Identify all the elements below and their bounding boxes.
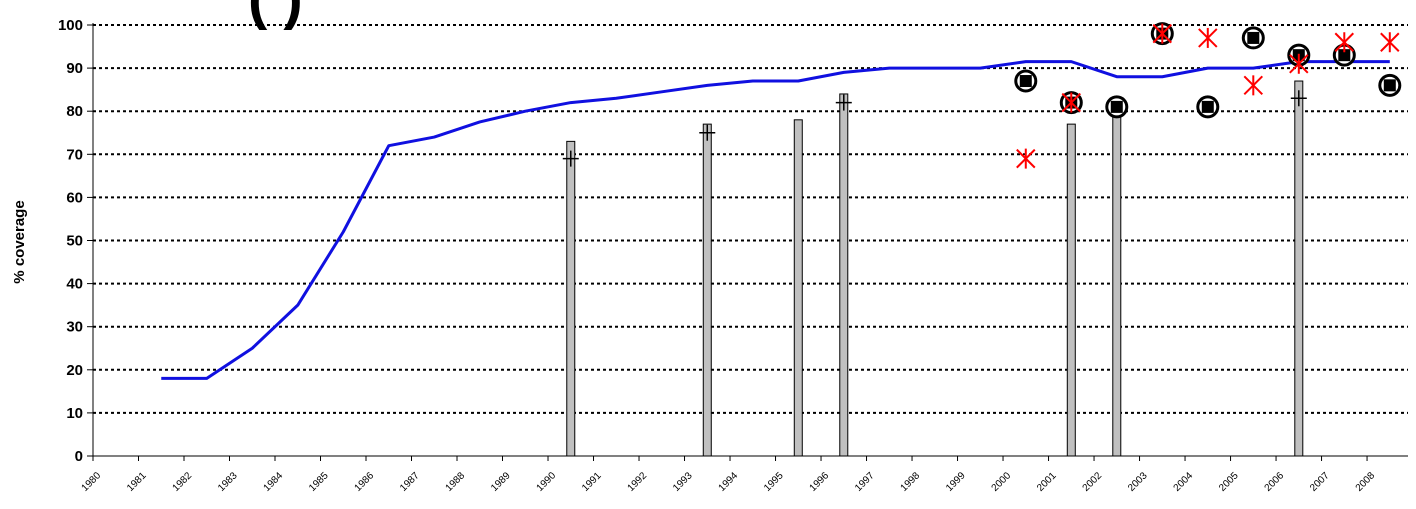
- x-tick-label: 1981: [125, 470, 149, 494]
- bar: [793, 119, 803, 457]
- plus-marker: [835, 94, 852, 111]
- x-tick-label: 2000: [990, 470, 1014, 494]
- circle-marker: [1241, 26, 1265, 50]
- cross-marker: [1061, 92, 1081, 113]
- x-tick-label: 1990: [535, 470, 559, 494]
- x-tick-label: 1985: [307, 470, 331, 494]
- x-tick-label: 1980: [80, 470, 104, 494]
- circle-marker-square: [1019, 75, 1032, 88]
- x-tick-label: 1994: [717, 470, 741, 494]
- x-tick-label: 1982: [171, 470, 195, 494]
- x-tick-label: 1988: [444, 470, 468, 494]
- cross-marker: [1380, 32, 1400, 53]
- bar: [566, 140, 576, 457]
- cross-marker: [1016, 148, 1036, 169]
- x-tick-label: 1984: [262, 470, 286, 494]
- x-tick-label: 1987: [398, 470, 422, 494]
- bar: [839, 93, 849, 457]
- y-tick-label: 10: [66, 405, 83, 422]
- x-tick-label: 1983: [216, 470, 240, 494]
- x-tick-label: 1991: [580, 470, 604, 494]
- coverage-line: [161, 60, 1390, 380]
- cross-marker: [1289, 53, 1309, 74]
- plus-marker: [562, 150, 579, 167]
- y-tick-label: 0: [75, 448, 83, 465]
- circle-marker-square: [1110, 100, 1123, 113]
- circle-marker: [1196, 95, 1220, 119]
- cross-marker: [1198, 27, 1218, 48]
- x-tick-label: 2007: [1308, 470, 1332, 494]
- x-tick-label: 1996: [808, 470, 832, 494]
- plus-marker: [1290, 90, 1307, 107]
- circle-marker-square: [1201, 100, 1214, 113]
- y-tick-label: 70: [66, 146, 83, 163]
- circle-marker-square: [1383, 79, 1396, 92]
- y-tick-label: 30: [66, 319, 83, 336]
- x-tick-label: 2006: [1263, 470, 1287, 494]
- y-tick-label: 50: [66, 233, 83, 250]
- plus-marker: [699, 124, 716, 141]
- cross-marker: [1152, 23, 1172, 44]
- axes: [87, 23, 1408, 461]
- x-tick-labels: 1980 1981 1982 1983 1984 1985 1986 1987 1988 1989…: [80, 470, 1378, 494]
- y-tick-label: 20: [66, 362, 83, 379]
- y-axis-label: % coverage: [11, 200, 28, 283]
- bar: [1066, 123, 1076, 457]
- x-tick-label: 1992: [626, 470, 650, 494]
- y-tick-label: 90: [66, 60, 83, 77]
- x-tick-label: 2001: [1035, 470, 1059, 494]
- cross-marker-series: [1016, 23, 1400, 169]
- chart-title-fragment: ( ): [248, 0, 303, 31]
- circle-marker: [1105, 95, 1129, 119]
- bar: [1112, 106, 1122, 457]
- x-tick-label: 2004: [1172, 470, 1196, 494]
- cross-marker: [1243, 75, 1264, 96]
- circle-marker: [1378, 73, 1402, 97]
- cross-marker: [1334, 32, 1355, 53]
- x-tick-label: 2002: [1081, 470, 1105, 494]
- x-tick-label: 1986: [353, 470, 377, 494]
- circle-marker: [1014, 69, 1038, 93]
- circle-marker-square: [1338, 49, 1351, 62]
- y-tick-label: 40: [66, 276, 83, 293]
- y-tick-label: 60: [66, 189, 83, 206]
- bar: [702, 123, 712, 457]
- bar: [1294, 80, 1304, 457]
- gridlines: [93, 24, 1408, 414]
- x-tick-label: 2003: [1126, 470, 1150, 494]
- x-tick-label: 2005: [1217, 470, 1241, 494]
- line-series: [161, 60, 1390, 380]
- y-tick-labels: 0 10 20 30 40 50 60 70 80 90 100: [58, 17, 83, 465]
- x-tick-label: 1995: [762, 470, 786, 494]
- bar-series: [566, 80, 1304, 457]
- x-tick-label: 1999: [944, 470, 968, 494]
- x-tick-label: 2008: [1354, 470, 1378, 494]
- plus-marker-series: [562, 90, 1307, 167]
- x-tick-label: 1993: [671, 470, 695, 494]
- y-tick-label: 80: [66, 103, 83, 120]
- x-tick-label: 1989: [489, 470, 513, 494]
- x-tick-label: 1998: [899, 470, 923, 494]
- circle-marker-square: [1247, 31, 1260, 44]
- y-tick-label: 100: [58, 17, 83, 34]
- x-tick-label: 1997: [853, 470, 877, 494]
